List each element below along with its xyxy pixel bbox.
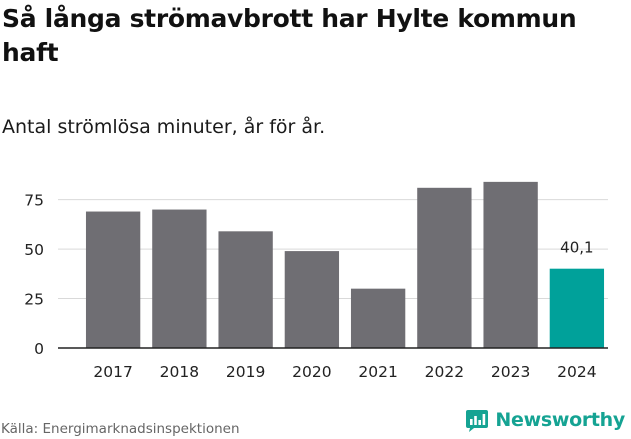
x-tick-label: 2021 xyxy=(358,363,397,381)
bar-2021 xyxy=(350,288,406,348)
x-tick-label: 2018 xyxy=(160,363,199,381)
brand-logo: Newsworthy xyxy=(465,408,625,432)
bar-2017 xyxy=(85,211,141,348)
bar-2024 xyxy=(549,268,605,348)
x-tick-label: 2024 xyxy=(557,363,596,381)
x-tick-label: 2019 xyxy=(226,363,265,381)
x-tick-label: 2023 xyxy=(491,363,530,381)
bar-chart: 0 25 50 75 2017 2018 2019 2020 2021 2022 2023 2024 4… xyxy=(24,181,608,381)
source-note: Källa: Energimarknadsinspektionen xyxy=(1,421,240,437)
bar-2019 xyxy=(218,231,273,348)
x-tick-label: 2022 xyxy=(425,363,464,381)
data-label: 40,1 xyxy=(560,239,593,257)
y-tick-label: 25 xyxy=(24,291,44,309)
newsworthy-logo-icon xyxy=(466,410,489,432)
bar-2020 xyxy=(284,251,340,348)
x-tick-label: 2017 xyxy=(93,363,132,381)
brand-name: Newsworthy xyxy=(495,409,625,431)
y-tick-label: 0 xyxy=(34,340,44,358)
chart-subtitle: Antal strömlösa minuter, år för år. xyxy=(2,116,326,138)
bar-2023 xyxy=(483,181,538,348)
chart-title: Så långa strömavbrott har Hylte kommun h… xyxy=(2,4,577,67)
bar-2022 xyxy=(417,187,472,348)
bar-2018 xyxy=(152,209,207,348)
x-tick-label: 2020 xyxy=(292,363,331,381)
y-tick-label: 75 xyxy=(24,192,44,210)
y-tick-label: 50 xyxy=(24,241,44,259)
